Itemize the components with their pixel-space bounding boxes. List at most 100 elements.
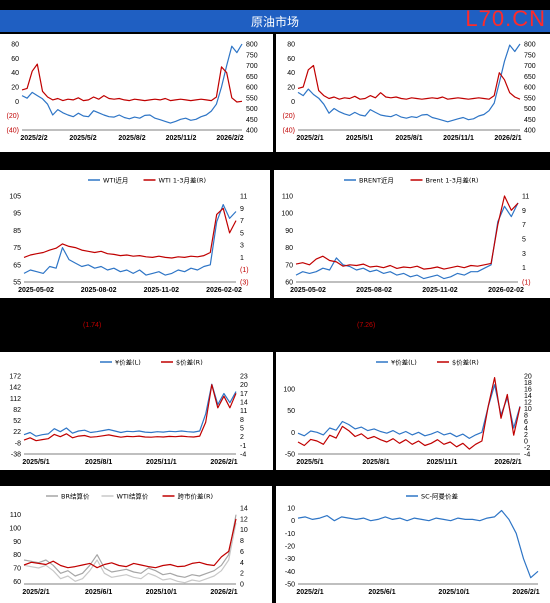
chart-3-ytick-left: 95 (13, 211, 21, 218)
chart-7-legend-label: WTI结算价 (117, 492, 149, 501)
chart-4-xtick: 2026-02-02 (488, 287, 524, 294)
chart-8-ytick-left: 0 (291, 518, 295, 525)
chart-7-xtick: 2025/10/1 (146, 589, 177, 596)
chart-1-svg: 80 60 40 20 0 (20) (40) 800 750 700 650 600 550 500 45… (7, 42, 258, 143)
chart-panel-3: 105 95 85 75 65 55 11 9 7 5 3 1 (1) (3) 2025-05-02 2025… (0, 170, 270, 298)
chart-5-ytick-right: 11 (240, 408, 247, 415)
chart-1-ytick-left: 80 (11, 42, 19, 49)
chart-7-xtick: 2025/6/1 (85, 589, 112, 596)
chart-4-ytick-left: 80 (285, 245, 293, 252)
chart-7-ytick-right: 12 (240, 516, 248, 523)
chart-4-xtick: 2025-11-02 (422, 287, 458, 294)
chart-2-svg: 80 60 40 20 0 (20) (40) 800 750 700 650 600 550 500 45… (283, 42, 536, 143)
chart-5-legend-label: ¥价差(L) (115, 358, 141, 367)
chart-2-xtick: 2026/2/1 (494, 135, 521, 142)
chart-8-ytick-left: -40 (285, 569, 295, 576)
chart-2-ytick-right: 400 (524, 128, 536, 135)
chart-1-ytick-right: 700 (246, 63, 258, 70)
chart-panel-5: 172 142 112 82 52 22 -8 -38 23 20 17 14 11 8 5 2 -1 -4 202… (0, 352, 273, 470)
chart-1-ytick-right: 650 (246, 74, 258, 81)
chart-8-ytick-left: -50 (285, 582, 295, 589)
chart-5-ytick-right: 23 (240, 374, 248, 381)
chart-6-ytick-right: 0 (524, 439, 528, 446)
chart-1-ytick-right: 400 (246, 128, 258, 135)
chart-3-ytick-left: 85 (13, 228, 21, 235)
chart-6-series-1-line (297, 384, 521, 440)
chart-2-ytick-right: 700 (524, 63, 536, 70)
chart-7-series-3-line (23, 518, 237, 569)
chart-3-series-2-line (23, 207, 237, 259)
chart-5-ytick-right: 2 (240, 434, 244, 441)
chart-2-ytick-right: 450 (524, 117, 536, 124)
chart-2-ytick-right: 600 (524, 85, 536, 92)
chart-panel-8: 10 0 -10 -20 -30 -40 -50 2025/2/1 2025/6/1 2025/1… (276, 486, 550, 603)
chart-1-ytick-left: 0 (15, 99, 19, 106)
chart-8-xtick: 2025/2/1 (296, 589, 323, 596)
chart-2-ytick-right: 800 (524, 42, 536, 49)
chart-2-series-2-line (297, 64, 521, 100)
chart-1-ytick-left: 40 (11, 70, 19, 77)
chart-7-series-2-line (23, 522, 237, 584)
chart-3-ytick-right: 11 (240, 194, 247, 201)
chart-8-ytick-left: 10 (287, 506, 295, 513)
chart-3-ytick-right: (3) (240, 280, 249, 287)
chart-6-ytick-left: -50 (285, 452, 295, 459)
chart-6-ytick-right: 2 (524, 432, 528, 439)
chart-3-ytick-right: 9 (240, 206, 244, 213)
chart-4-xtick: 2025-05-02 (290, 287, 326, 294)
chart-6-ytick-right: 12 (524, 400, 532, 407)
chart-1-ytick-right: 550 (246, 95, 258, 102)
chart-6-ytick-right: 6 (524, 419, 528, 426)
chart-4-xtick: 2025-08-02 (356, 287, 392, 294)
chart-7-ytick-right: 0 (240, 582, 244, 589)
chart-5-legend-label: $价差(R) (176, 358, 203, 367)
chart-2-ytick-right: 750 (524, 52, 536, 59)
chart-3-xtick: 2025-05-02 (18, 287, 54, 294)
chart-4-ytick-right: 7 (522, 222, 526, 229)
chart-7-ytick-left: 100 (9, 526, 21, 533)
chart-5-xtick: 2025/5/1 (22, 459, 49, 466)
chart-3-xtick: 2025-08-02 (81, 287, 117, 294)
chart-3-xtick: 2026-02-02 (206, 287, 242, 294)
chart-6-xtick: 2025/5/1 (296, 459, 323, 466)
chart-1-ytick-right: 800 (246, 42, 258, 49)
chart-6-xtick: 2025/11/1 (427, 459, 458, 466)
chart-5-ytick-right: 14 (240, 400, 248, 407)
chart-2-ytick-left: 0 (291, 99, 295, 106)
chart-8-legend-label: SC-阿曼价差 (421, 492, 459, 501)
chart-7-ytick-left: 60 (13, 579, 21, 586)
chart-3-ytick-right: 1 (240, 255, 244, 262)
chart-2-ytick-right: 650 (524, 74, 536, 81)
chart-1-xtick: 2026/2/2 (216, 135, 243, 142)
chart-2-series-1-line (297, 43, 521, 123)
chart-2-ytick-left: (20) (283, 113, 295, 120)
chart-8-ytick-left: -10 (285, 531, 295, 538)
chart-4-series-2-line (295, 195, 519, 270)
chart-6-ytick-right: -2 (524, 445, 530, 452)
chart-4-series-1-line (295, 202, 519, 280)
chart-7-ytick-right: 4 (240, 560, 244, 567)
chart-5-ytick-right: 20 (240, 382, 248, 389)
chart-panel-7: 110 100 90 80 70 60 14 12 10 8 6 4 2 0 2025/2/1 2025/6/… (0, 486, 272, 603)
chart-8-ytick-left: -30 (285, 556, 295, 563)
chart-6-legend-label: $价差(R) (452, 358, 479, 367)
chart-2-ytick-left: 80 (287, 42, 295, 49)
chart-5-ytick-left: 52 (13, 418, 21, 425)
chart-1-xtick: 2025/5/2 (69, 135, 96, 142)
chart-5-ytick-right: 8 (240, 417, 244, 424)
chart-4-ytick-left: 100 (281, 211, 293, 218)
chart-4-ytick-left: 110 (282, 194, 293, 201)
chart-2-ytick-left: 20 (287, 85, 295, 92)
chart-1-ytick-right: 600 (246, 85, 258, 92)
chart-6-series-2-line (297, 377, 521, 450)
chart-5-ytick-left: 172 (9, 374, 21, 381)
title-banner: 原油市场 (0, 10, 550, 32)
chart-2-ytick-left: 60 (287, 56, 295, 63)
chart-6-xtick: 2025/8/1 (362, 459, 389, 466)
chart-5-ytick-right: 5 (240, 426, 244, 433)
chart-3-ytick-left: 55 (13, 280, 21, 287)
chart-7-xtick: 2025/2/1 (22, 589, 49, 596)
chart-2-ytick-right: 500 (524, 106, 536, 113)
